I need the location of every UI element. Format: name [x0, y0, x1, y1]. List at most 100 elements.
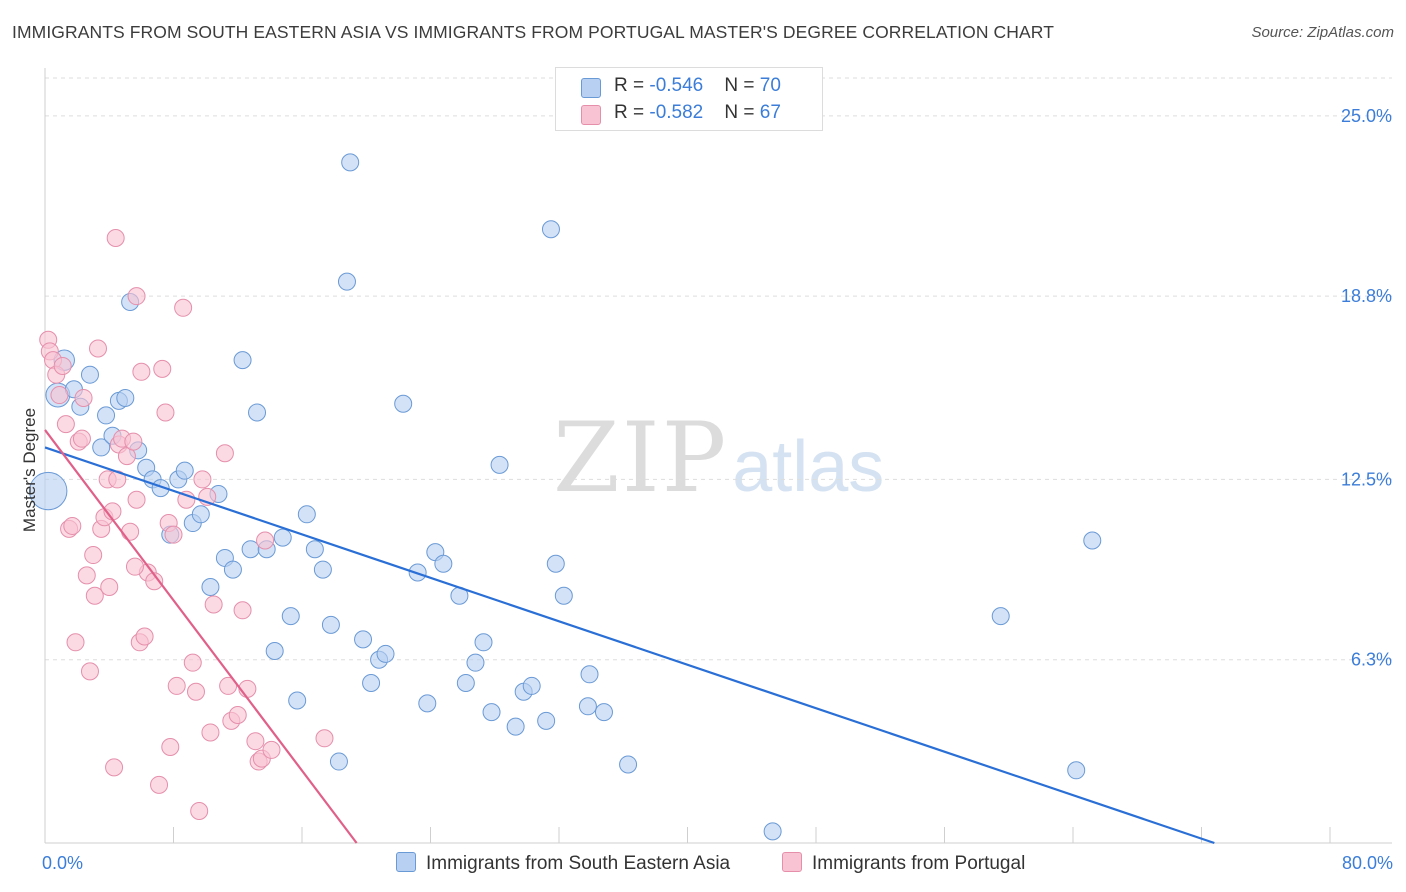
blue-trend-line — [44, 446, 1215, 845]
bottom-legend-swatch-blue — [396, 852, 416, 872]
blue-point — [394, 394, 413, 413]
legend-swatch-blue — [581, 78, 601, 98]
legend-blue-r-label: R = — [614, 75, 650, 96]
y-tick-label: 12.5% — [1341, 469, 1392, 489]
legend-row-blue: R = -0.546 N = 70 — [556, 74, 822, 100]
blue-point — [201, 578, 220, 597]
blue-point — [248, 403, 267, 422]
legend-blue-n-label: N = — [724, 75, 760, 96]
pink-point — [219, 676, 238, 695]
blue-point — [273, 528, 292, 547]
blue-point — [305, 540, 324, 559]
chart-title: IMMIGRANTS FROM SOUTH EASTERN ASIA VS IM… — [12, 22, 1054, 42]
legend-row-pink: R = -0.582 N = 67 — [556, 101, 822, 127]
pink-point — [105, 758, 124, 777]
pink-point — [132, 362, 151, 381]
blue-point — [151, 479, 170, 498]
pink-point — [56, 415, 75, 434]
y-tick-label: 18.8% — [1341, 286, 1392, 306]
blue-point — [594, 703, 613, 722]
pink-point — [262, 740, 281, 759]
pink-point — [215, 444, 234, 463]
blue-point — [434, 554, 453, 573]
pink-trend-line — [44, 429, 358, 844]
blue-point — [329, 752, 348, 771]
pink-point — [150, 775, 169, 794]
blue-point — [80, 365, 99, 384]
blue-point — [537, 711, 556, 730]
blue-point — [546, 554, 565, 573]
pink-point — [183, 653, 202, 672]
y-tick-label: 25.0% — [1341, 106, 1392, 126]
source-credit: Source: ZipAtlas.com — [1251, 24, 1394, 41]
axes — [44, 68, 1392, 844]
pink-point — [156, 403, 175, 422]
blue-point — [321, 615, 340, 634]
blue-point — [223, 560, 242, 579]
pink-point — [80, 662, 99, 681]
blue-point — [281, 607, 300, 626]
pink-point — [186, 682, 205, 701]
blue-point — [313, 560, 332, 579]
y-tick-label: 6.3% — [1351, 650, 1392, 670]
pink-point — [135, 627, 154, 646]
legend-pink-r-value: -0.582 — [649, 102, 704, 123]
blue-point — [522, 676, 541, 695]
pink-point — [89, 339, 108, 358]
legend-swatch-pink — [581, 105, 601, 125]
bottom-legend-blue-label: Immigrants from South Eastern Asia — [426, 853, 731, 874]
legend-text-pink: R = -0.582 N = 67 — [614, 102, 781, 124]
pink-point — [164, 525, 183, 544]
blue-point — [92, 438, 111, 457]
pink-point — [74, 388, 93, 407]
legend-blue-r-value: -0.546 — [649, 75, 704, 96]
pink-point — [174, 298, 193, 317]
pink-point — [161, 738, 180, 757]
blue-point — [191, 505, 210, 524]
pink-point — [85, 586, 104, 605]
blue-point — [763, 822, 782, 841]
pink-point — [53, 356, 72, 375]
x-axis-max-label: 80.0% — [1341, 853, 1393, 873]
pink-point — [153, 359, 172, 378]
blue-point — [456, 674, 475, 693]
pink-point — [315, 729, 334, 748]
bottom-legend-swatch-pink — [782, 852, 802, 872]
pink-point — [66, 633, 85, 652]
blue-point — [97, 406, 116, 425]
pink-point — [246, 732, 265, 751]
blue-point — [297, 505, 316, 524]
pink-point — [121, 522, 140, 541]
pink-point — [201, 723, 220, 742]
blue-point — [418, 694, 437, 713]
pink-point — [204, 595, 223, 614]
blue-point — [580, 665, 599, 684]
pink-point — [84, 546, 103, 565]
blue-point — [482, 703, 501, 722]
bottom-legend-pink-label: Immigrants from Portugal — [812, 853, 1026, 874]
blue-point — [265, 642, 284, 661]
legend-pink-n-label: N = — [724, 102, 760, 123]
blue-point — [490, 455, 509, 474]
pink-point — [100, 578, 119, 597]
blue-point — [116, 388, 135, 407]
correlation-legend: R = -0.546 N = 70 R = -0.582 N = 67 — [555, 67, 823, 131]
pink-point — [106, 228, 125, 247]
pink-point — [50, 386, 69, 405]
blue-point — [233, 351, 252, 370]
legend-pink-r-label: R = — [614, 102, 650, 123]
blue-point — [474, 633, 493, 652]
bottom-legend-blue: Immigrants from South Eastern Asia — [396, 852, 730, 875]
watermark: ZIPatlas — [553, 402, 884, 514]
legend-blue-n-value: 70 — [759, 75, 781, 96]
blue-point — [578, 697, 597, 716]
blue-point — [362, 674, 381, 693]
y-axis-label: Master's Degree — [20, 407, 39, 533]
pink-point — [167, 676, 186, 695]
blue-point — [554, 586, 573, 605]
pink-point — [124, 432, 143, 451]
watermark-atlas: atlas — [732, 427, 885, 507]
grid-lines — [45, 77, 1392, 661]
blue-point — [541, 220, 560, 239]
